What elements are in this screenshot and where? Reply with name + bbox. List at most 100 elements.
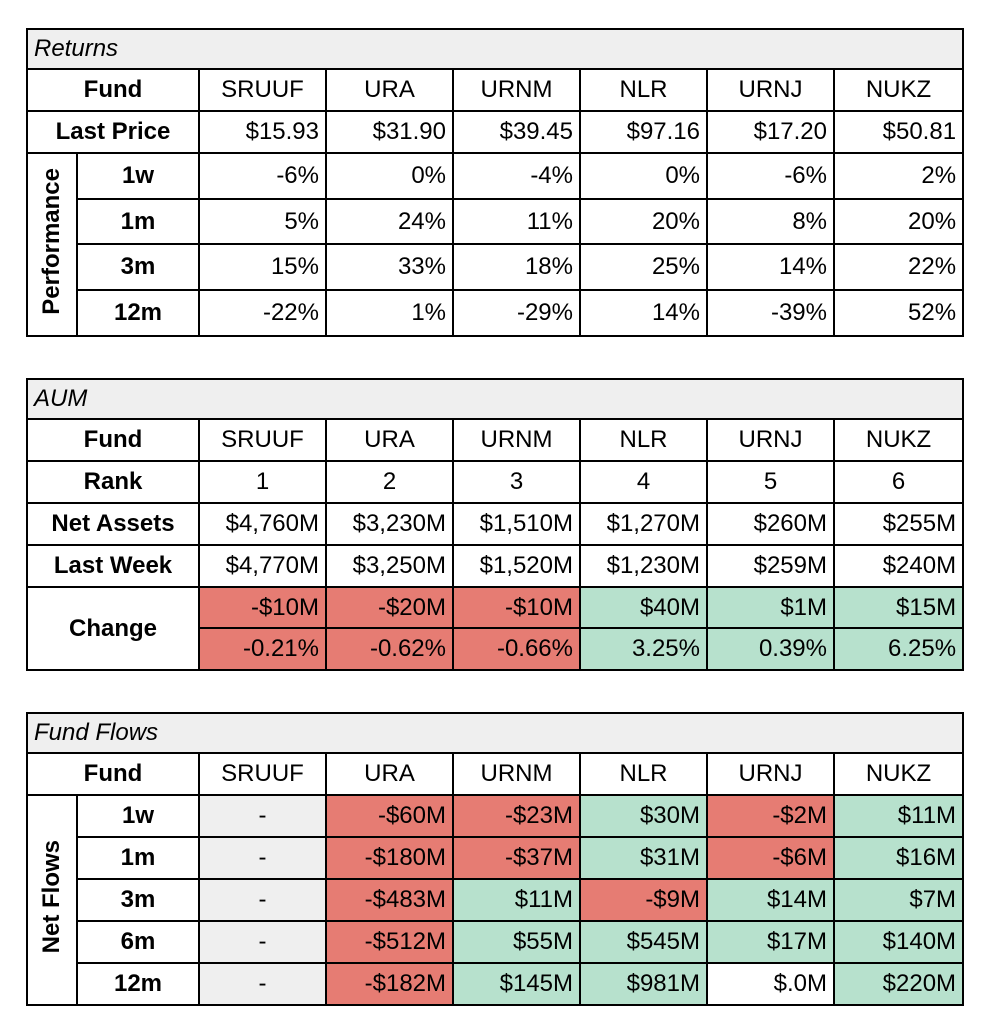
performance-cell: 0% <box>325 152 454 200</box>
flow-cell: - <box>198 962 327 1006</box>
performance-cell: -6% <box>706 152 835 200</box>
period-label: 3m <box>76 243 200 291</box>
net-assets-cell: $3,230M <box>325 502 454 546</box>
flow-cell: $145M <box>452 962 581 1006</box>
fund-label: Fund <box>26 752 200 796</box>
performance-cell: -22% <box>198 289 327 337</box>
period-label: 1m <box>76 836 200 880</box>
performance-row: Performance 1w -6% 0% -4% 0% -6% 2% <box>26 152 965 337</box>
performance-cell: 22% <box>832 243 965 291</box>
net-flows-row: 3m - -$483M $11M -$9M $14M $7M <box>27 878 965 922</box>
performance-cell: 15% <box>198 243 327 291</box>
change-pct-cell: -0.62% <box>325 627 454 671</box>
rank-cell: 4 <box>579 460 708 504</box>
last-week-cell: $259M <box>706 544 835 588</box>
net-assets-cell: $4,760M <box>198 502 327 546</box>
performance-cell: 52% <box>832 289 965 337</box>
change-abs-row: Change -$10M -$20M -$10M $40M $1M $15M <box>26 586 965 671</box>
last-price-cell: $50.81 <box>832 110 965 154</box>
fund-ticker: URA <box>325 68 454 112</box>
flow-cell: $7M <box>832 878 965 922</box>
flow-cell: -$6M <box>706 836 835 880</box>
period-label: 6m <box>76 920 200 964</box>
fund-ticker: URNJ <box>706 752 835 796</box>
fund-ticker: SRUUF <box>198 418 327 462</box>
fund-ticker: SRUUF <box>198 68 327 112</box>
fund-ticker: URNM <box>452 418 581 462</box>
performance-cell: 24% <box>325 198 454 245</box>
change-pct-cell: -0.66% <box>452 627 581 671</box>
last-price-label: Last Price <box>26 110 200 154</box>
performance-row: 1m 5% 24% 11% 20% 8% 20% <box>27 198 965 245</box>
net-flows-row: 12m - -$182M $145M $981M $.0M $220M <box>27 962 965 1006</box>
flow-cell: -$2M <box>706 794 835 838</box>
change-label: Change <box>26 586 200 671</box>
net-flows-row: 1m - -$180M -$37M $31M -$6M $16M <box>27 836 965 880</box>
performance-cell: 18% <box>452 243 581 291</box>
flow-cell: -$23M <box>452 794 581 838</box>
fund-ticker: NUKZ <box>832 752 965 796</box>
flow-cell: - <box>198 878 327 922</box>
fund-label: Fund <box>26 418 200 462</box>
fund-ticker: URA <box>325 752 454 796</box>
rank-row: Rank 1 2 3 4 5 6 <box>26 460 965 504</box>
performance-cell: 33% <box>325 243 454 291</box>
rank-cell: 2 <box>325 460 454 504</box>
flow-cell: -$37M <box>452 836 581 880</box>
net-assets-cell: $260M <box>706 502 835 546</box>
fund-ticker: NUKZ <box>832 68 965 112</box>
period-label: 3m <box>76 878 200 922</box>
flow-cell: $981M <box>579 962 708 1006</box>
returns-table: Returns Fund SRUUF URA URNM NLR URNJ NUK… <box>25 28 965 337</box>
change-abs-cell: -$20M <box>325 586 454 629</box>
flow-cell: -$60M <box>325 794 454 838</box>
last-week-cell: $1,230M <box>579 544 708 588</box>
last-week-cell: $1,520M <box>452 544 581 588</box>
fund-ticker: NUKZ <box>832 418 965 462</box>
performance-cell: -6% <box>198 152 327 200</box>
aum-fund-row: Fund SRUUF URA URNM NLR URNJ NUKZ <box>26 418 965 462</box>
fund-ticker: URNJ <box>706 68 835 112</box>
flow-cell: $.0M <box>706 962 835 1006</box>
performance-cell: 11% <box>452 198 581 245</box>
fund-ticker: URA <box>325 418 454 462</box>
period-label: 1m <box>76 198 200 245</box>
performance-cell: 14% <box>706 243 835 291</box>
flow-cell: -$483M <box>325 878 454 922</box>
change-abs-cell: $40M <box>579 586 708 629</box>
flow-cell: $11M <box>452 878 581 922</box>
period-label: 12m <box>76 962 200 1006</box>
flow-cell: $545M <box>579 920 708 964</box>
performance-row: 12m -22% 1% -29% 14% -39% 52% <box>27 289 965 337</box>
aum-table: AUM Fund SRUUF URA URNM NLR URNJ NUKZ Ra… <box>25 378 965 671</box>
performance-cell: -4% <box>452 152 581 200</box>
rank-label: Rank <box>26 460 200 504</box>
fund-flows-table: Fund Flows Fund SRUUF URA URNM NLR URNJ … <box>25 712 965 1006</box>
last-price-cell: $97.16 <box>579 110 708 154</box>
fund-ticker: SRUUF <box>198 752 327 796</box>
net-flows-row: Net Flows 1w - -$60M -$23M $30M -$2M $11… <box>26 794 965 1006</box>
fund-ticker: URNJ <box>706 418 835 462</box>
flow-cell: $31M <box>579 836 708 880</box>
flow-cell: -$512M <box>325 920 454 964</box>
flow-cell: - <box>198 794 327 838</box>
last-price-cell: $15.93 <box>198 110 327 154</box>
last-week-row: Last Week $4,770M $3,250M $1,520M $1,230… <box>26 544 965 588</box>
performance-row: 3m 15% 33% 18% 25% 14% 22% <box>27 243 965 291</box>
change-pct-row: -0.21% -0.62% -0.66% 3.25% 0.39% 6.25% <box>27 627 965 671</box>
rank-cell: 3 <box>452 460 581 504</box>
performance-cell: 20% <box>579 198 708 245</box>
returns-title: Returns <box>25 28 965 70</box>
flow-cell: $11M <box>832 794 965 838</box>
performance-group-label: Performance <box>26 152 78 337</box>
last-week-cell: $240M <box>832 544 965 588</box>
period-label: 12m <box>76 289 200 337</box>
change-pct-cell: 0.39% <box>706 627 835 671</box>
fund-ticker: NLR <box>579 418 708 462</box>
net-flows-group-label: Net Flows <box>26 794 78 1006</box>
aum-title: AUM <box>25 378 965 420</box>
flow-cell: -$180M <box>325 836 454 880</box>
net-assets-row: Net Assets $4,760M $3,230M $1,510M $1,27… <box>26 502 965 546</box>
flow-cell: $140M <box>832 920 965 964</box>
period-label: 1w <box>76 152 200 200</box>
